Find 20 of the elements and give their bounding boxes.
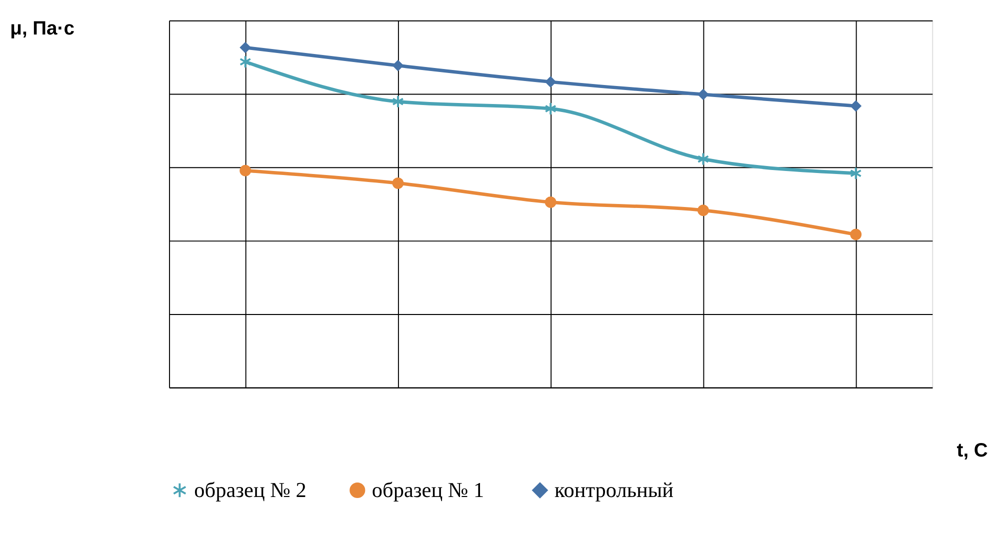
point (850, 166, 862, 180)
point (850, 228, 862, 240)
point (850, 100, 862, 112)
point (544, 76, 556, 88)
legend-label: образец № 2 (194, 478, 306, 502)
point (697, 152, 710, 166)
point (239, 55, 252, 68)
point (392, 94, 404, 108)
point (240, 164, 252, 176)
point (392, 60, 404, 72)
point (698, 204, 709, 216)
legend-label: контрольный (554, 478, 674, 502)
point (544, 102, 557, 116)
legend-label: образец № 1 (372, 478, 484, 502)
point (544, 196, 556, 208)
x-axis-title: t, С (956, 440, 988, 462)
point (698, 88, 709, 100)
y-axis-title: μ, Па·с (10, 18, 75, 40)
point (240, 42, 252, 54)
point (392, 177, 404, 189)
